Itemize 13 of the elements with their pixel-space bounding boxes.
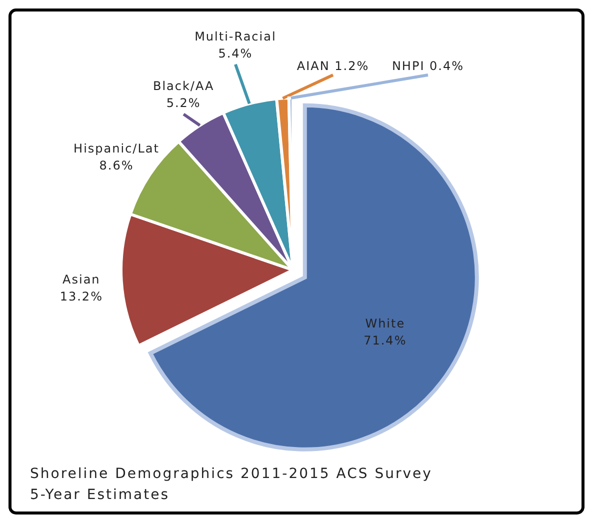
slice-label: Black/AA [152,79,214,94]
data-label: 5.4% [218,46,253,60]
slice-label: Asian [62,272,100,286]
data-label: 5.2% [166,96,201,110]
data-label: 71.4% [364,333,407,348]
slice-label: Hispanic/Lat [74,142,160,156]
slice-label: White [365,316,406,330]
slice-label: NHPI 0.4% [392,59,464,73]
data-label: 13.2% [60,289,103,304]
data-label: 8.6% [99,158,134,173]
slice-label: Multi-Racial [194,29,276,44]
slice-label: AIAN 1.2% [296,59,370,73]
text: Shoreline Demographics 2011-2015 ACS Survey 5-Year Estimates [30,466,432,503]
